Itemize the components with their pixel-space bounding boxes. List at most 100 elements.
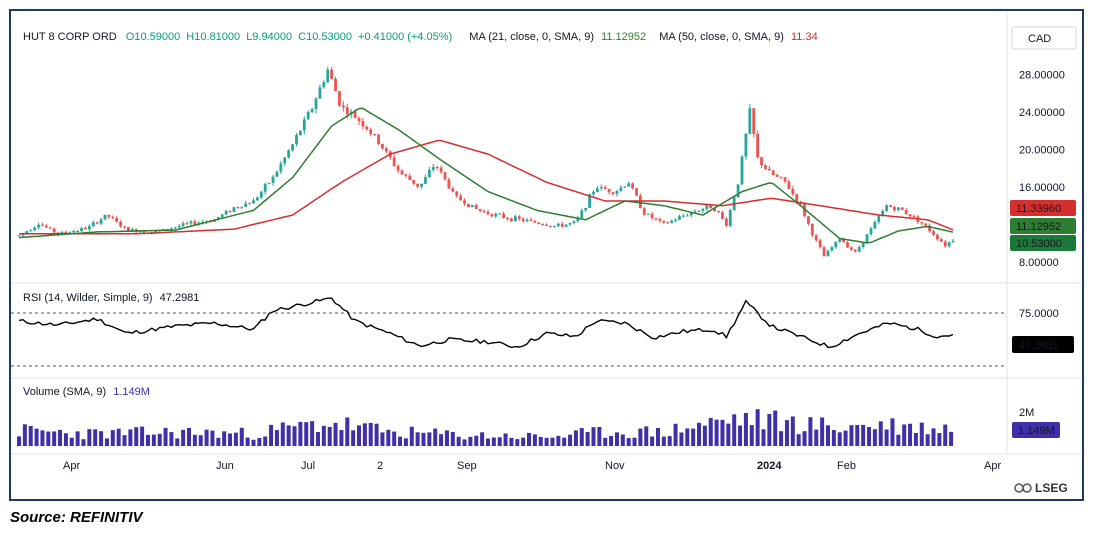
volume-bar <box>497 437 502 446</box>
candle-up <box>693 211 697 213</box>
ma50-label: MA (50, close, 0, SMA, 9) <box>659 31 784 43</box>
candle-down <box>666 222 670 224</box>
candle-up <box>177 225 181 228</box>
candle-up <box>80 228 83 231</box>
volume-bar <box>779 431 784 446</box>
candle-up <box>170 228 173 230</box>
lseg-logo: LSEG <box>1014 481 1068 495</box>
volume-bar <box>837 432 842 446</box>
candle-up <box>728 210 732 226</box>
candle-down <box>392 157 396 166</box>
volume-bar <box>480 432 485 446</box>
candle-up <box>697 210 701 212</box>
volume-bar <box>40 430 45 446</box>
candle-down <box>943 241 947 247</box>
volume-bar <box>867 426 872 446</box>
volume-bar <box>702 425 707 446</box>
candle-up <box>322 82 326 88</box>
volume-bar <box>521 437 526 446</box>
volume-bar <box>679 432 684 446</box>
volume-bar <box>732 414 737 446</box>
volume-bar <box>228 433 233 446</box>
candle-down <box>455 191 459 196</box>
candle-down <box>607 189 611 193</box>
candle-up <box>310 108 314 113</box>
candle-down <box>724 218 728 226</box>
candle-up <box>314 98 318 109</box>
volume-legend: Volume (SMA, 9) 1.149M <box>23 386 150 398</box>
candle-up <box>240 206 244 208</box>
candle-down <box>771 170 775 175</box>
ma21-badge-text: 11.12952 <box>1016 221 1061 233</box>
candle-down <box>760 157 763 166</box>
rsi-label: RSI (14, Wilder, Simple, 9) <box>23 292 153 304</box>
volume-bar <box>644 426 649 446</box>
candle-up <box>255 197 259 201</box>
candle-down <box>396 165 400 171</box>
volume-bar <box>304 422 309 446</box>
candle-up <box>220 214 224 218</box>
candle-up <box>627 183 631 187</box>
volume-bar <box>738 425 743 446</box>
candle-up <box>181 223 185 226</box>
candle-up <box>25 231 29 234</box>
candle-up <box>592 191 595 195</box>
volume-bar <box>204 429 209 446</box>
candle-up <box>588 194 591 208</box>
candle-down <box>416 183 420 187</box>
volume-bar <box>310 421 315 446</box>
candle-down <box>850 247 853 250</box>
volume-bar <box>427 432 432 446</box>
candle-up <box>232 207 236 212</box>
candle-down <box>482 210 486 212</box>
volume-bar <box>708 417 713 446</box>
candle-down <box>928 225 931 232</box>
volume-bar <box>843 430 848 446</box>
candle-down <box>84 228 87 230</box>
time-tick-label: Feb <box>837 460 856 472</box>
stock-chart[interactable]: HUT 8 CORP ORD O10.59000 H10.81000 L9.94… <box>11 11 1082 499</box>
rsi-badge: 47.2981 <box>1012 336 1074 353</box>
candle-up <box>568 223 572 225</box>
volume-legend-value: 1.149M <box>113 386 150 398</box>
candle-down <box>166 229 169 231</box>
volume-bar <box>697 422 702 446</box>
volume-bar <box>855 425 860 446</box>
candle-down <box>908 214 912 217</box>
candle-up <box>431 166 435 170</box>
volume-bar <box>796 434 801 446</box>
candle-down <box>932 231 935 235</box>
candle-up <box>17 235 21 237</box>
volume-bar <box>345 417 350 446</box>
candle-down <box>517 216 521 219</box>
volume-bar <box>638 428 643 446</box>
price-tick-label: 20.00000 <box>1019 144 1065 156</box>
currency-box[interactable] <box>1011 26 1077 50</box>
candle-down <box>638 195 642 209</box>
candle-down <box>791 188 795 195</box>
volume-bar <box>269 424 274 446</box>
candle-up <box>470 204 474 208</box>
logo-mark-icon-2 <box>1022 483 1032 493</box>
volume-bar <box>655 428 660 446</box>
candle-up <box>857 247 861 252</box>
candle-up <box>947 242 951 247</box>
candle-down <box>463 200 466 204</box>
candle-down <box>533 220 537 223</box>
logo-mark-icon <box>1014 483 1024 493</box>
candle-down <box>185 223 189 225</box>
candle-up <box>298 130 302 136</box>
candle-down <box>810 223 814 236</box>
price-axis: 28.00000 24.00000 20.00000 16.00000 8.00000 <box>1019 69 1065 269</box>
volume-bar <box>790 416 795 446</box>
rsi-level-label: 75.0000 <box>1019 308 1059 320</box>
candle-down <box>924 223 928 226</box>
candle-up <box>420 183 423 187</box>
candle-down <box>377 134 380 144</box>
volume-bar <box>673 423 678 446</box>
candle-down <box>384 148 388 152</box>
volume-bar <box>75 431 80 446</box>
volume-bar <box>878 421 883 446</box>
candle-up <box>705 205 709 209</box>
volume-bar <box>58 429 63 446</box>
